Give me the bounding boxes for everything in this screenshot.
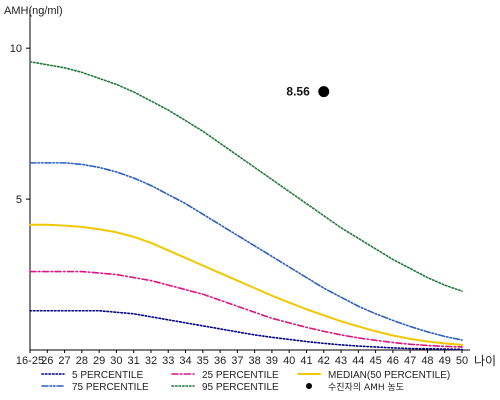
x-tick-label: 45 — [369, 355, 381, 367]
y-tick-label: 5 — [16, 194, 22, 206]
series-line-75-percentile — [29, 162, 463, 341]
x-tick-label: 16-25 — [16, 355, 44, 367]
y-tick-label: 10 — [10, 43, 22, 55]
x-tick-label: 49 — [439, 355, 451, 367]
x-tick-label: 50 — [456, 355, 468, 367]
x-tick-label: 39 — [266, 355, 278, 367]
legend-label: MEDIAN(50 PERCENTILE) — [328, 370, 450, 381]
series-line-median-50-percentile- — [29, 223, 463, 346]
highlight-layer: 8.56 — [286, 85, 330, 99]
series-layer — [29, 60, 463, 351]
x-tick-label: 32 — [145, 355, 157, 367]
x-tick-label: 44 — [352, 355, 364, 367]
x-tick-label: 42 — [318, 355, 330, 367]
x-tick-label: 36 — [214, 355, 226, 367]
x-tick-label: 33 — [162, 355, 174, 367]
legend-label: 수진자의 AMH 농도 — [328, 382, 404, 393]
y-axis-title: AMH(ng/ml) — [4, 5, 63, 17]
x-tick-label: 30 — [110, 355, 122, 367]
x-tick-label: 37 — [231, 355, 243, 367]
x-tick-label: 34 — [179, 355, 191, 367]
legend-label: 95 PERCENTILE — [202, 382, 279, 393]
highlight-point — [318, 86, 330, 98]
series-line-25-percentile — [29, 270, 463, 348]
x-tick-label: 40 — [283, 355, 295, 367]
x-tick-label: 31 — [128, 355, 140, 367]
x-tick-label: 43 — [335, 355, 347, 367]
x-tick-label: 38 — [249, 355, 261, 367]
x-tick-label: 29 — [93, 355, 105, 367]
legend-label: 5 PERCENTILE — [72, 370, 143, 381]
series-line-95-percentile — [29, 60, 463, 292]
x-tick-label: 35 — [197, 355, 209, 367]
legend-label: 25 PERCENTILE — [202, 370, 279, 381]
highlight-point-label: 8.56 — [286, 85, 310, 99]
x-tick-label: 41 — [300, 355, 312, 367]
x-tick-label: 26 — [41, 355, 53, 367]
legend-swatch-point — [306, 383, 312, 389]
legend-label: 75 PERCENTILE — [72, 382, 149, 393]
x-axis-title: 나이 — [474, 354, 496, 368]
x-tick-label: 27 — [58, 355, 70, 367]
x-tick-label: 28 — [76, 355, 88, 367]
legend: 5 PERCENTILE 25 PERCENTILE MEDIAN(50 PERCE… — [41, 370, 450, 393]
x-tick-label: 46 — [387, 355, 399, 367]
x-tick-label: 48 — [421, 355, 433, 367]
series-line-5-percentile — [29, 309, 463, 351]
x-tick-label: 47 — [404, 355, 416, 367]
